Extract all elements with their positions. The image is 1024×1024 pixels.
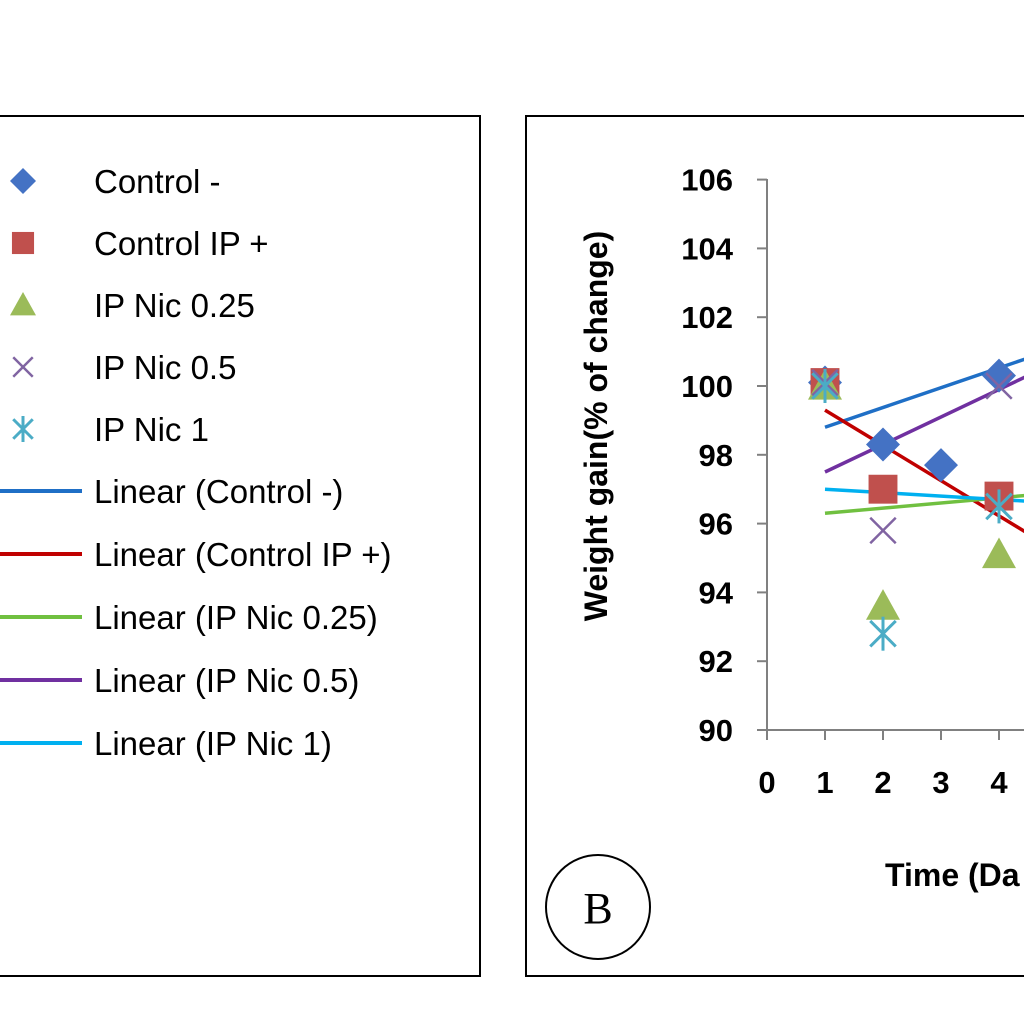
x-tick-label: 0	[758, 765, 775, 800]
legend-label-linear-ip-nic-0-5: Linear (IP Nic 0.5)	[94, 662, 359, 699]
legend-label-linear-control-ip: Linear (Control IP +)	[94, 536, 391, 573]
tick-marks: 90 92 94 96 98 100 102 104 106 0 1 2 3 4	[681, 163, 1008, 800]
legend-label-ip-nic-0-25: IP Nic 0.25	[94, 287, 255, 324]
trendline-linear-control	[824, 357, 1024, 429]
trendline-linear-ip-nic-1	[824, 487, 1024, 503]
x-tick-label: 1	[816, 765, 833, 800]
legend-marker-control-ip	[11, 231, 35, 255]
point-ip-nic-1	[811, 369, 839, 403]
legend-label-linear-ip-nic-1: Linear (IP Nic 1)	[94, 725, 332, 762]
y-tick-label: 96	[699, 507, 733, 542]
y-tick-label: 94	[699, 575, 734, 610]
point-ip-nic-0-5	[985, 372, 1013, 400]
y-tick-label: 90	[699, 713, 733, 748]
legend: Control - Control IP + IP Nic 0.25 IP Nic 0…	[0, 163, 391, 762]
legend-frame	[0, 115, 481, 977]
legend-label-linear-ip-nic-0-25: Linear (IP Nic 0.25)	[94, 599, 378, 636]
trendline-linear-ip-nic-0-25	[824, 493, 1024, 516]
point-ip-nic-1	[869, 616, 897, 651]
trendline-linear-control-ip	[824, 408, 1024, 534]
legend-label-ip-nic-1: IP Nic 1	[94, 411, 209, 448]
point-control	[866, 427, 900, 462]
x-tick-label: 3	[932, 765, 949, 800]
panel-label-text: B	[583, 884, 612, 933]
point-ip-nic-0-25	[982, 537, 1016, 569]
y-axis-title: Weight gain(% of change)	[578, 231, 614, 622]
y-tick-label: 100	[681, 369, 733, 404]
y-tick-label: 98	[699, 438, 733, 473]
y-tick-label: 104	[681, 231, 733, 266]
point-ip-nic-0-5	[869, 516, 897, 545]
legend-marker-ip-nic-0-25	[10, 292, 36, 316]
x-axis-title: Time (Da	[885, 857, 1020, 893]
legend-label-control: Control -	[94, 163, 221, 200]
panel-label: B	[545, 854, 651, 960]
legend-marker-ip-nic-0-5	[12, 356, 34, 378]
legend-label-ip-nic-0-5: IP Nic 0.5	[94, 349, 236, 386]
legend-marker-ip-nic-1	[12, 416, 34, 442]
chart-frame	[525, 115, 1024, 977]
legend-label-linear-control: Linear (Control -)	[94, 473, 343, 510]
point-control	[924, 448, 958, 483]
panel-label-circle	[545, 854, 651, 960]
point-ip-nic-0-25	[866, 589, 900, 620]
point-control-ip	[868, 474, 898, 504]
data-points	[808, 358, 1016, 651]
trendline-linear-ip-nic-0-5	[824, 375, 1024, 474]
y-tick-label: 92	[699, 644, 733, 679]
point-ip-nic-1	[985, 489, 1013, 524]
y-tick-label: 106	[681, 163, 733, 198]
point-control	[982, 358, 1016, 393]
x-tick-label: 4	[990, 765, 1008, 800]
x-tick-label: 2	[874, 765, 891, 800]
y-tick-label: 102	[681, 300, 733, 335]
legend-label-control-ip: Control IP +	[94, 225, 269, 262]
legend-marker-control	[10, 168, 36, 194]
